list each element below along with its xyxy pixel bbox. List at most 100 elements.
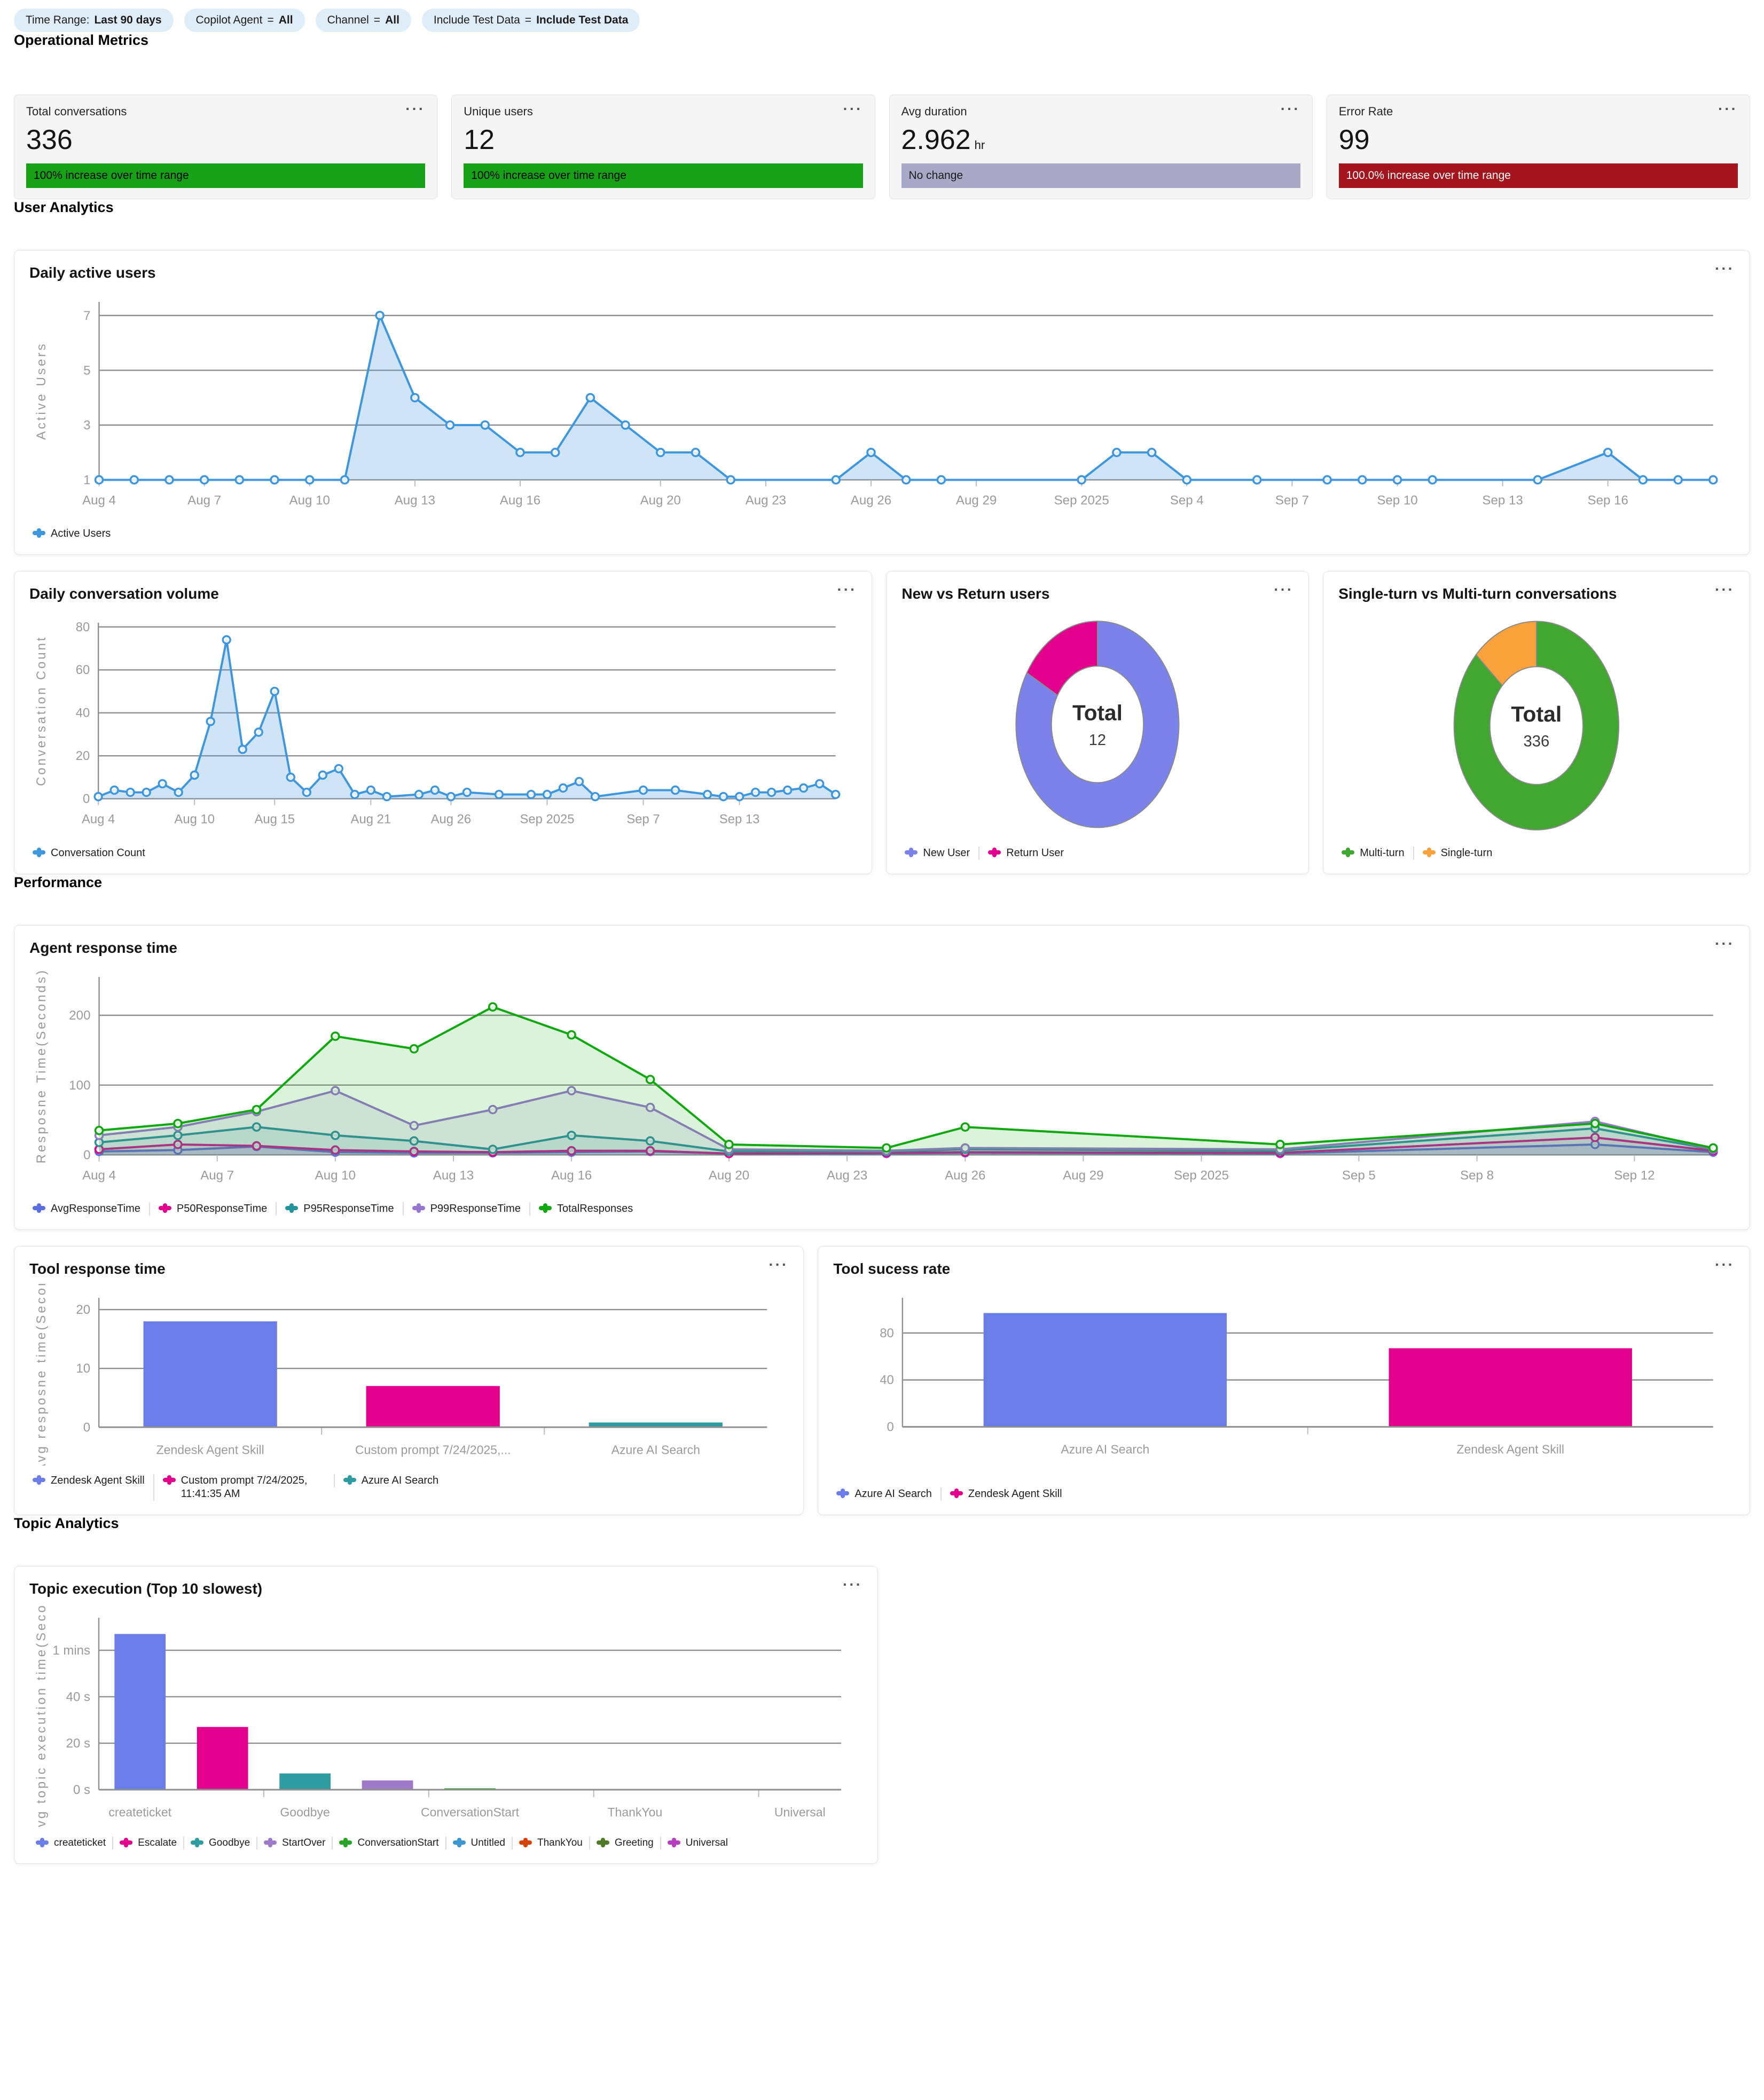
card-menu-button[interactable]: ··· bbox=[1718, 100, 1738, 117]
legend-item[interactable]: Custom prompt 7/24/2025, 11:41:35 AM bbox=[153, 1474, 334, 1501]
single-vs-multi-donut-chart: Total 336 bbox=[1338, 609, 1735, 838]
svg-text:Goodbye: Goodbye bbox=[280, 1805, 330, 1819]
svg-text:Aug 21: Aug 21 bbox=[351, 812, 391, 826]
legend-item[interactable]: Escalate bbox=[112, 1837, 183, 1850]
svg-text:Resposne Time(Seconds): Resposne Time(Seconds) bbox=[34, 968, 49, 1163]
section-title-topic-analytics: Topic Analytics bbox=[14, 1515, 119, 1532]
legend-item[interactable]: Conversation Count bbox=[29, 847, 154, 860]
card-menu-button[interactable]: ··· bbox=[769, 1256, 789, 1273]
legend-item[interactable]: Multi-turn bbox=[1338, 847, 1413, 860]
topic-execution-chart: 1 mins 40 s 20 s 0 s Avg topic execution tim… bbox=[29, 1604, 863, 1828]
legend-item[interactable]: Return User bbox=[978, 847, 1072, 860]
svg-text:Aug 10: Aug 10 bbox=[315, 1169, 356, 1183]
daily-active-users-chart: 7 5 3 1 Active Users Aug 4 Aug 7 Aug 10 Aug 13 Au… bbox=[29, 288, 1735, 519]
legend-label: Active Users bbox=[51, 527, 111, 539]
legend-item[interactable]: Azure AI Search bbox=[333, 1474, 448, 1488]
svg-text:40 s: 40 s bbox=[66, 1690, 90, 1704]
card-title: Single-turn vs Multi-turn conversations bbox=[1338, 585, 1617, 602]
card-menu-button[interactable]: ··· bbox=[405, 100, 426, 117]
filter-time-range[interactable]: Time Range: Last 90 days bbox=[14, 9, 174, 32]
performance-row: Tool response time ··· 20 10 0 Avg resposne… bbox=[14, 1245, 1750, 1516]
svg-text:0 s: 0 s bbox=[73, 1783, 90, 1797]
legend-item[interactable]: Goodbye bbox=[183, 1837, 256, 1850]
card-menu-button[interactable]: ··· bbox=[1715, 1256, 1735, 1273]
tool-success-rate-chart: 80 40 0 Azure AI Search Zendesk Agent Skill bbox=[833, 1284, 1735, 1466]
dashboard-page: Time Range: Last 90 days Copilot Agent =… bbox=[14, 9, 1750, 1864]
legend-label: Conversation Count bbox=[51, 847, 145, 859]
legend-item[interactable]: P99ResponseTime bbox=[402, 1202, 529, 1216]
card-title: Daily active users bbox=[29, 264, 156, 281]
filter-copilot-agent[interactable]: Copilot Agent = All bbox=[184, 9, 305, 32]
filter-value: Include Test Data bbox=[536, 14, 629, 26]
card-menu-button[interactable]: ··· bbox=[1715, 935, 1735, 952]
svg-text:Zendesk Agent Skill: Zendesk Agent Skill bbox=[1457, 1442, 1565, 1456]
card-title: New vs Return users bbox=[901, 585, 1050, 602]
daily-conversation-volume-chart: 80 60 40 20 0 Conversation Count Aug 4 Aug 10 Au… bbox=[29, 609, 857, 837]
legend-label: AvgResponseTime bbox=[51, 1202, 140, 1214]
svg-text:40: 40 bbox=[76, 706, 90, 720]
section-title-user-analytics: User Analytics bbox=[14, 199, 114, 215]
svg-text:0: 0 bbox=[887, 1420, 894, 1435]
legend-marker-icon bbox=[836, 1488, 850, 1499]
svg-text:Aug 26: Aug 26 bbox=[945, 1169, 985, 1183]
card-menu-button[interactable]: ··· bbox=[1715, 260, 1735, 277]
svg-text:5: 5 bbox=[83, 363, 90, 378]
legend-item[interactable]: StartOver bbox=[256, 1837, 332, 1850]
svg-text:Sep 7: Sep 7 bbox=[1275, 493, 1309, 508]
svg-text:Sep 8: Sep 8 bbox=[1460, 1169, 1494, 1183]
legend-item[interactable]: ConversationStart bbox=[332, 1837, 445, 1850]
svg-text:80: 80 bbox=[880, 1326, 895, 1341]
legend-item[interactable]: Active Users bbox=[29, 527, 119, 540]
legend-item[interactable]: TotalResponses bbox=[529, 1202, 641, 1216]
card-menu-button[interactable]: ··· bbox=[1715, 581, 1735, 598]
legend-item[interactable]: Untitled bbox=[445, 1837, 512, 1850]
svg-text:Aug 16: Aug 16 bbox=[500, 493, 540, 508]
legend-item[interactable]: P50ResponseTime bbox=[148, 1202, 276, 1216]
svg-text:100: 100 bbox=[69, 1078, 90, 1093]
kpi-avg-duration: Avg duration ··· 2.962 hr No change bbox=[889, 95, 1313, 199]
card-menu-button[interactable]: ··· bbox=[1274, 581, 1294, 598]
svg-text:Aug 26: Aug 26 bbox=[431, 812, 472, 826]
svg-text:7: 7 bbox=[83, 309, 90, 323]
legend-marker-icon bbox=[158, 1203, 171, 1213]
legend-item[interactable]: Azure AI Search bbox=[833, 1487, 940, 1501]
card-menu-button[interactable]: ··· bbox=[837, 581, 857, 598]
svg-text:Avg topic execution time(Secon: Avg topic execution time(Seconds) bbox=[34, 1604, 49, 1828]
legend-item[interactable]: createticket bbox=[29, 1837, 112, 1850]
chart-legend: Zendesk Agent Skill Custom prompt 7/24/20… bbox=[29, 1466, 788, 1501]
new-vs-return-donut-chart: Total 12 bbox=[901, 609, 1293, 836]
kpi-value: 12 bbox=[464, 124, 495, 155]
chart-legend: Azure AI Search Zendesk Agent Skill bbox=[833, 1479, 1735, 1501]
legend-label: Return User bbox=[1006, 847, 1064, 859]
legend-item[interactable]: Zendesk Agent Skill bbox=[940, 1487, 1071, 1501]
card-menu-button[interactable]: ··· bbox=[843, 100, 863, 117]
legend-item[interactable]: Universal bbox=[660, 1837, 734, 1850]
kpi-trend-banner: 100% increase over time range bbox=[464, 163, 863, 188]
chart-legend: Conversation Count bbox=[29, 838, 857, 860]
legend-item[interactable]: Single-turn bbox=[1413, 847, 1501, 860]
kpi-title: Total conversations bbox=[26, 105, 127, 118]
legend-item[interactable]: Zendesk Agent Skill bbox=[29, 1474, 153, 1487]
card-menu-button[interactable]: ··· bbox=[843, 1576, 863, 1593]
svg-text:3: 3 bbox=[83, 418, 90, 433]
filter-channel[interactable]: Channel = All bbox=[315, 9, 411, 32]
legend-marker-icon bbox=[905, 848, 918, 858]
card-menu-button[interactable]: ··· bbox=[1280, 100, 1300, 117]
legend-marker-icon bbox=[33, 1475, 45, 1485]
legend-marker-icon bbox=[191, 1838, 204, 1848]
legend-item[interactable]: Greeting bbox=[589, 1837, 660, 1850]
svg-text:40: 40 bbox=[880, 1373, 895, 1388]
svg-text:Sep 5: Sep 5 bbox=[1342, 1169, 1376, 1183]
legend-item[interactable]: P95ResponseTime bbox=[276, 1202, 402, 1216]
legend-label: TotalResponses bbox=[556, 1202, 633, 1214]
svg-text:60: 60 bbox=[76, 663, 90, 677]
legend-label: Untitled bbox=[471, 1837, 505, 1849]
legend-item[interactable]: AvgResponseTime bbox=[29, 1202, 149, 1216]
svg-text:Azure AI Search: Azure AI Search bbox=[611, 1443, 700, 1456]
legend-item[interactable]: New User bbox=[901, 847, 978, 860]
svg-text:Sep 13: Sep 13 bbox=[719, 812, 760, 826]
svg-text:Active Users: Active Users bbox=[34, 342, 49, 440]
legend-item[interactable]: ThankYou bbox=[511, 1837, 589, 1850]
svg-text:Sep 13: Sep 13 bbox=[1482, 493, 1523, 508]
filter-include-test-data[interactable]: Include Test Data = Include Test Data bbox=[421, 9, 640, 32]
